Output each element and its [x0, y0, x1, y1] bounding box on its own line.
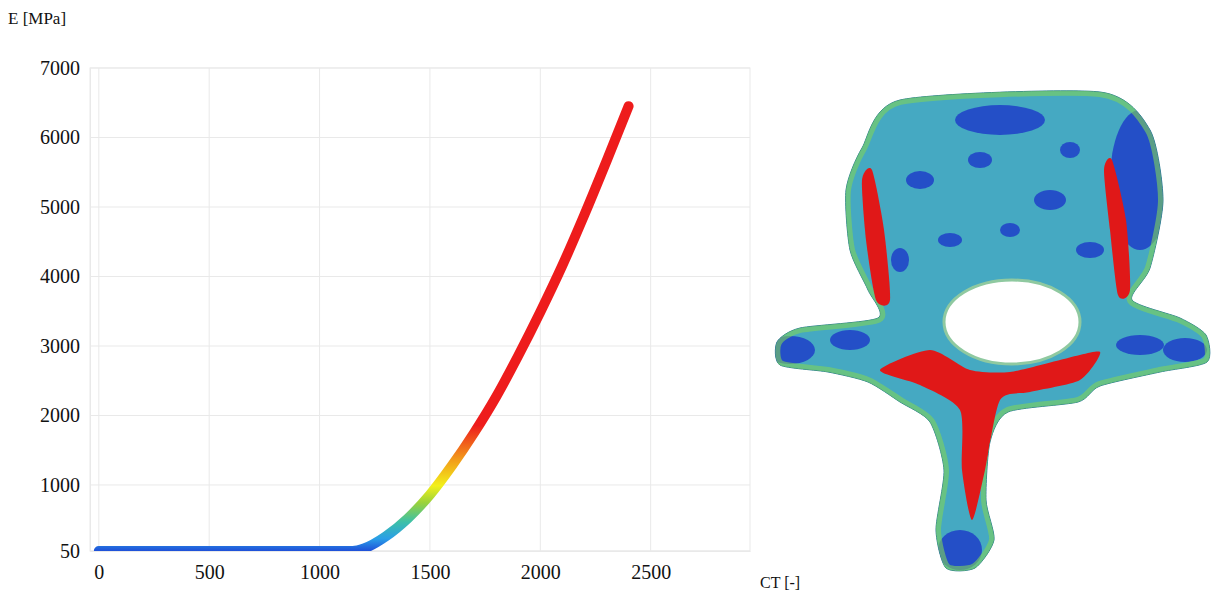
grid-line-y — [90, 276, 750, 277]
grid-line-x — [319, 68, 320, 551]
tick: 1000 — [300, 551, 340, 583]
vertebra-texture — [765, 91, 1210, 571]
tick: 2500 — [631, 551, 671, 583]
tick-label: 1000 — [300, 561, 340, 583]
tick-label: 0 — [94, 561, 104, 583]
vertebra-blob — [1163, 338, 1207, 362]
vertebra-blob — [1034, 190, 1066, 210]
tick-label: 4000 — [40, 265, 80, 287]
grid-line-x — [209, 68, 210, 551]
chart: 0500100015002000250050100020003000400050… — [0, 0, 1213, 601]
vertebra-blob — [1000, 223, 1020, 237]
vertebra-blob — [938, 233, 962, 247]
tick-label: 1000 — [40, 474, 80, 496]
tick: 7000 — [40, 57, 90, 79]
tick: 0 — [94, 551, 104, 583]
grid-line-y — [90, 484, 750, 485]
vertebra-cortex — [862, 168, 890, 306]
vertebra-blob — [955, 105, 1045, 135]
plot-area — [99, 106, 629, 551]
vertebra-blob — [968, 152, 992, 168]
tick: 2000 — [521, 551, 561, 583]
grid-line-y — [90, 345, 750, 346]
vertebra-blob — [891, 248, 909, 272]
tick: 2000 — [40, 404, 90, 426]
tick: 4000 — [40, 265, 90, 287]
tick-label: 2000 — [40, 404, 80, 426]
grid-line-x — [650, 68, 651, 551]
tick: 3000 — [40, 335, 90, 357]
data-line — [99, 106, 629, 551]
grid-line-y — [90, 415, 750, 416]
vertebra-render — [765, 91, 1210, 571]
tick-label: 50 — [60, 540, 80, 562]
tick: 1000 — [40, 474, 90, 496]
spinal-canal — [944, 280, 1080, 364]
vertebra-cortex — [880, 350, 1100, 520]
y-axis: 50 1000 2000 3000 4000 5000 6000 7000 — [40, 57, 91, 562]
grid-line-y — [90, 137, 750, 138]
tick-label: 2500 — [631, 561, 671, 583]
tick: 50 — [60, 540, 90, 562]
grid-line-y — [90, 206, 750, 207]
vertebra-blob — [906, 171, 934, 189]
grid-line-x — [98, 68, 99, 551]
tick-label: 2000 — [521, 561, 561, 583]
grid-line-y — [90, 68, 750, 69]
vertebra-blob — [1060, 142, 1080, 158]
vertebra-blob — [765, 336, 815, 364]
vertebra-blob — [1076, 242, 1104, 258]
tick-label: 6000 — [40, 126, 80, 148]
tick-label: 3000 — [40, 335, 80, 357]
y-axis-title: E [MPa] — [8, 9, 66, 28]
grid — [90, 68, 750, 551]
tick: 1500 — [410, 551, 450, 583]
tick: 5000 — [40, 196, 90, 218]
vertebra-rim — [775, 91, 1210, 571]
plot-frame — [90, 68, 750, 551]
axis-line — [91, 551, 751, 552]
x-axis: 0 500 1000 1500 2000 2500 — [91, 551, 751, 583]
tick-label: 5000 — [40, 196, 80, 218]
tick-label: 1500 — [410, 561, 450, 583]
tick: 500 — [195, 551, 225, 583]
vertebra-outline — [775, 91, 1210, 571]
tick: 6000 — [40, 126, 90, 148]
grid-line-x — [429, 68, 430, 551]
axis-line — [90, 69, 91, 552]
tick-label: 7000 — [40, 57, 80, 79]
x-axis-title: CT [-] — [760, 574, 800, 591]
vertebra-blob — [830, 330, 870, 350]
vertebra-cortex — [1104, 158, 1130, 299]
vertebra-blob — [1116, 335, 1164, 355]
tick-label: 500 — [195, 561, 225, 583]
